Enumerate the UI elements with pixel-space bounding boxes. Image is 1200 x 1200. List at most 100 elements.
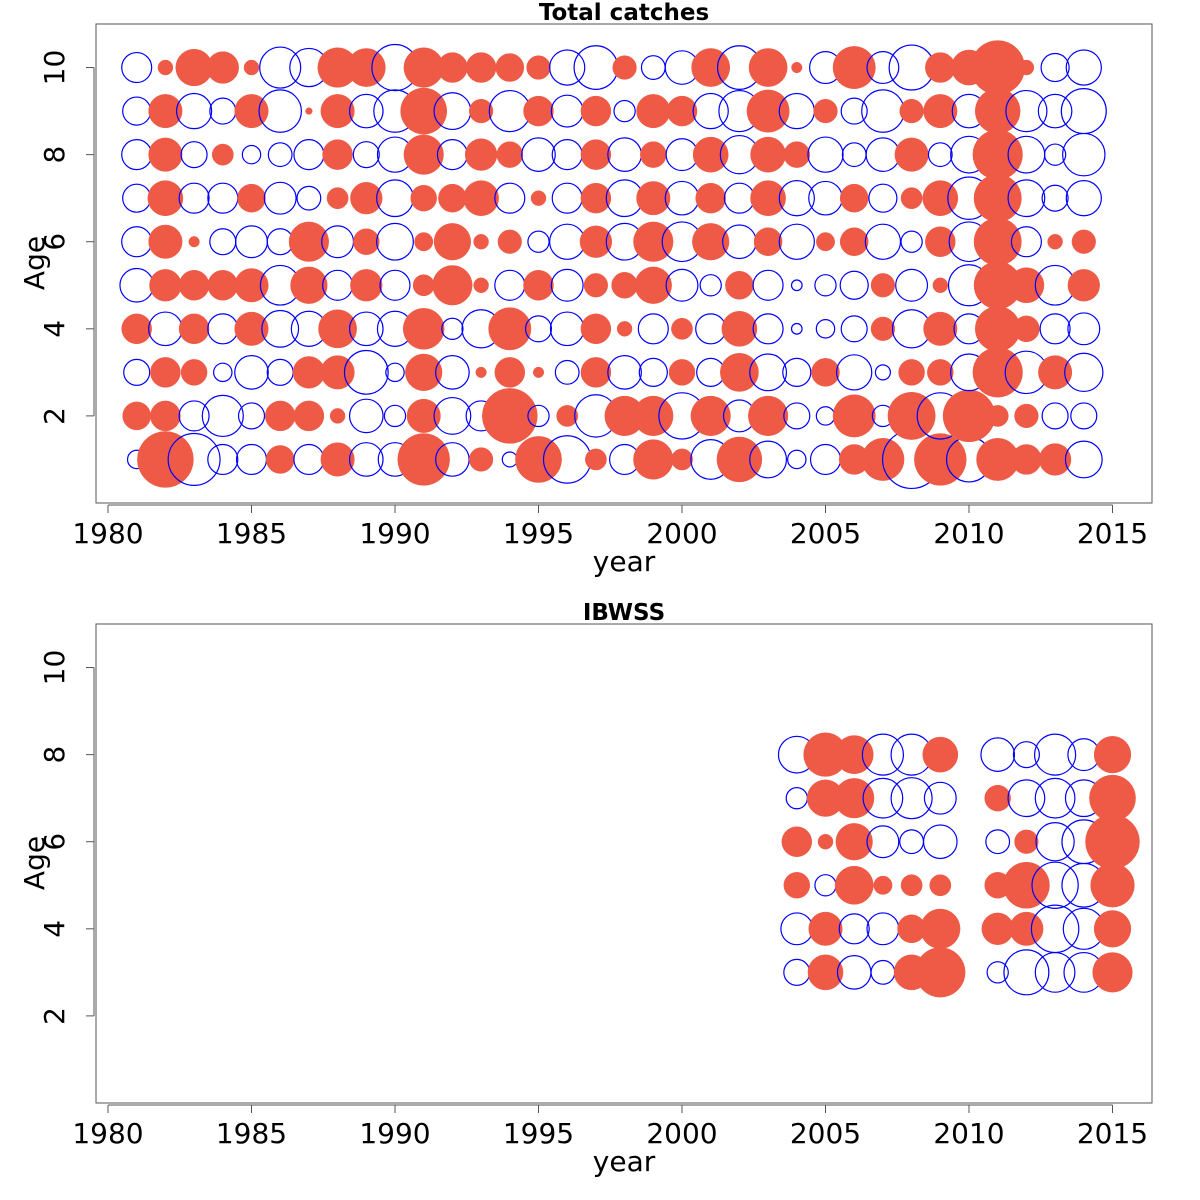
- positive-residual-bubble: [1067, 269, 1100, 302]
- negative-residual-bubble: [815, 406, 836, 426]
- positive-residual-bubble: [406, 398, 441, 433]
- positive-residual-bubble: [671, 448, 693, 471]
- negative-residual-bubble: [122, 183, 152, 213]
- negative-residual-bubble: [122, 96, 152, 126]
- negative-residual-bubble: [782, 357, 812, 387]
- panel-title: IBWSS: [583, 600, 665, 626]
- positive-residual-bubble: [523, 95, 554, 127]
- positive-residual-bubble: [580, 182, 612, 214]
- negative-residual-bubble: [752, 313, 784, 345]
- positive-residual-bubble: [873, 875, 893, 895]
- positive-residual-bubble: [973, 217, 1022, 266]
- positive-residual-bubble: [986, 405, 1009, 427]
- negative-residual-bubble: [121, 51, 153, 84]
- negative-residual-bubble: [866, 825, 900, 859]
- positive-residual-bubble: [580, 95, 612, 127]
- positive-residual-bubble: [920, 908, 961, 949]
- negative-residual-bubble: [866, 51, 900, 85]
- positive-residual-bubble: [746, 89, 790, 133]
- positive-residual-bubble: [1013, 315, 1040, 343]
- positive-residual-bubble: [469, 99, 494, 124]
- negative-residual-bubble: [296, 185, 322, 211]
- positive-residual-bubble: [1090, 863, 1135, 908]
- negative-residual-bubble: [234, 355, 269, 390]
- negative-residual-bubble: [985, 829, 1011, 855]
- positive-residual-bubble: [530, 190, 547, 206]
- positive-residual-bubble: [463, 180, 499, 216]
- positive-residual-bubble: [1085, 814, 1140, 869]
- x-axis-label: year: [593, 545, 656, 578]
- positive-residual-bubble: [264, 400, 296, 432]
- negative-residual-bubble: [178, 400, 210, 432]
- negative-residual-bubble: [433, 396, 472, 435]
- positive-residual-bubble: [748, 48, 788, 87]
- positive-residual-bubble: [234, 311, 269, 346]
- negative-residual-bubble: [1064, 352, 1104, 393]
- positive-residual-bubble: [1009, 911, 1044, 946]
- positive-residual-bubble: [234, 268, 269, 303]
- negative-residual-bubble: [376, 222, 414, 261]
- y-tick-label: 2: [38, 407, 71, 425]
- negative-residual-bubble: [1041, 402, 1069, 430]
- negative-residual-bubble: [178, 182, 210, 214]
- positive-residual-bubble: [783, 872, 811, 899]
- positive-residual-bubble: [1047, 233, 1063, 250]
- positive-residual-bubble: [932, 277, 949, 294]
- negative-residual-bubble: [180, 141, 208, 169]
- positive-residual-bubble: [150, 357, 181, 388]
- negative-residual-bubble: [874, 364, 891, 381]
- negative-residual-bubble: [527, 230, 550, 253]
- negative-residual-bubble: [573, 45, 619, 90]
- y-axis-label: Age: [18, 836, 51, 890]
- positive-residual-bubble: [970, 40, 1025, 95]
- positive-residual-bubble: [350, 182, 383, 215]
- positive-residual-bubble: [636, 181, 671, 216]
- plot-area-frame: [95, 23, 1153, 504]
- x-tick-label: 1995: [503, 517, 574, 550]
- negative-residual-bubble: [119, 267, 155, 303]
- negative-residual-bubble: [348, 93, 384, 129]
- positive-residual-bubble: [494, 357, 526, 388]
- negative-residual-bubble: [814, 874, 837, 897]
- positive-residual-bubble: [753, 227, 783, 256]
- negative-residual-bubble: [293, 443, 325, 476]
- positive-residual-bubble: [781, 826, 813, 857]
- positive-residual-bubble: [237, 183, 266, 213]
- negative-residual-bubble: [922, 824, 958, 860]
- positive-residual-bubble: [984, 784, 1011, 812]
- negative-residual-bubble: [840, 315, 868, 343]
- positive-residual-bubble: [464, 138, 498, 171]
- negative-residual-bubble: [723, 182, 755, 214]
- positive-residual-bubble: [148, 137, 183, 172]
- negative-residual-bubble: [1007, 779, 1046, 818]
- negative-residual-bubble: [783, 402, 811, 430]
- positive-residual-bubble: [496, 141, 524, 168]
- negative-residual-bubble: [1003, 949, 1050, 996]
- negative-residual-bubble: [790, 322, 803, 335]
- negative-residual-bubble: [861, 733, 905, 776]
- panel-title: Total catches: [539, 0, 709, 26]
- positive-residual-bubble: [834, 778, 875, 819]
- negative-residual-bubble: [866, 912, 900, 946]
- y-tick-label: 6: [38, 833, 71, 851]
- positive-residual-bubble: [612, 55, 637, 80]
- negative-residual-bubble: [207, 182, 239, 214]
- y-axis: 2 4 6 8 10: [38, 50, 95, 425]
- negative-residual-bubble: [1039, 313, 1071, 345]
- positive-residual-bubble: [265, 445, 295, 474]
- negative-residual-bubble: [838, 913, 870, 945]
- positive-residual-bubble: [292, 356, 326, 389]
- negative-residual-bubble: [986, 961, 1009, 984]
- positive-residual-bubble: [402, 308, 445, 350]
- positive-residual-bubble: [320, 442, 355, 477]
- positive-residual-bubble: [437, 52, 468, 83]
- negative-residual-bubble: [209, 97, 237, 125]
- positive-residual-bubble: [791, 62, 803, 74]
- positive-residual-bubble: [288, 221, 329, 262]
- negative-residual-bubble: [121, 226, 153, 258]
- positive-residual-bubble: [915, 947, 966, 998]
- positive-residual-bubble: [1008, 267, 1045, 304]
- positive-residual-bubble: [636, 94, 671, 129]
- positive-residual-bubble: [397, 433, 450, 486]
- positive-residual-bubble: [346, 48, 386, 87]
